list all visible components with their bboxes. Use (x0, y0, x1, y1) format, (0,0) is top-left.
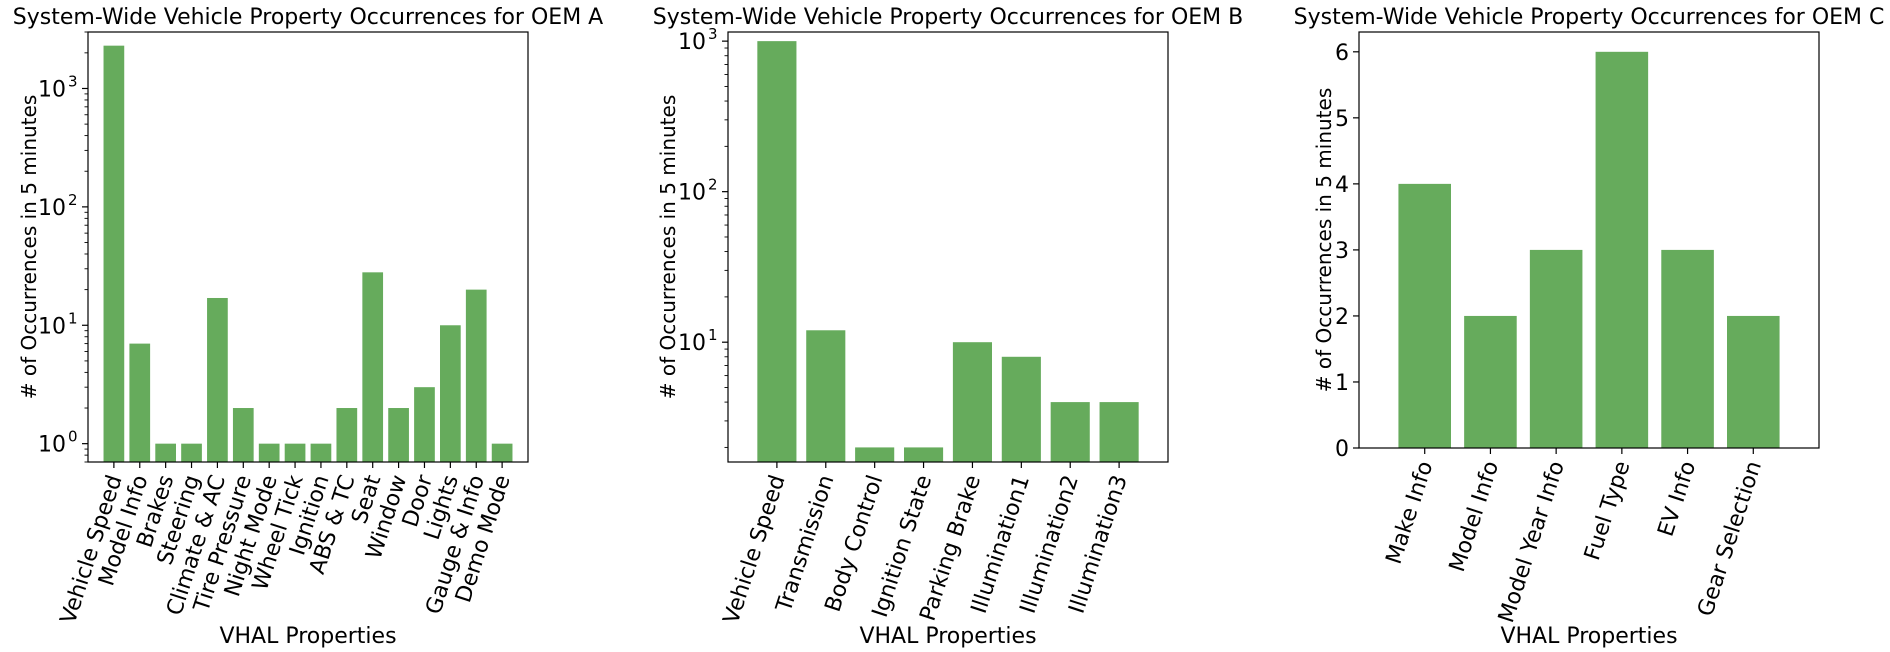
bar-model-info (129, 343, 151, 462)
chart-panel-2: System-Wide Vehicle Property Occurrences… (653, 5, 1243, 649)
x-tick-label: Model Year Info (1494, 458, 1570, 626)
bar-body-control (855, 447, 895, 462)
bar-ignition (310, 443, 332, 462)
bar-night-mode (258, 443, 280, 462)
chart-title: System-Wide Vehicle Property Occurrences… (13, 5, 603, 30)
bar-gauge-info (465, 289, 487, 462)
bar-illumination1 (1001, 356, 1041, 462)
bar-model-year-info (1529, 249, 1583, 448)
y-tick-label: 10 (38, 314, 66, 339)
y-tick-label: 0 (1335, 437, 1349, 462)
bar-ignition-state (904, 447, 944, 462)
y-tick-label: 5 (1335, 107, 1349, 132)
x-axis-label: VHAL Properties (1500, 624, 1677, 649)
y-tick-label: 10 (678, 331, 706, 356)
bar-vehicle-speed (757, 41, 797, 462)
y-axis-label: # of Occurrences in 5 minutes (656, 95, 680, 400)
bar-vehicle-speed (103, 45, 125, 462)
bar-ev-info (1661, 249, 1714, 448)
y-tick-exponent: 2 (68, 191, 78, 209)
bar-demo-mode (491, 443, 513, 462)
y-tick-exponent: 2 (708, 176, 718, 194)
bar-brakes (155, 443, 176, 462)
y-tick-exponent: 1 (708, 326, 718, 344)
y-axis-label: # of Occurrences in 5 minutes (17, 95, 41, 400)
bar-make-info (1398, 183, 1451, 448)
y-tick-exponent: 3 (68, 72, 78, 90)
x-axis-label: VHAL Properties (859, 624, 1036, 649)
y-tick-label: 1 (1335, 371, 1349, 396)
bar-parking-brake (952, 342, 992, 462)
plot-frame (87, 31, 529, 463)
bar-seat (362, 272, 384, 462)
bar-door (414, 387, 435, 462)
bar-transmission (806, 330, 846, 462)
bar-illumination2 (1050, 402, 1090, 462)
chart-panel-3: System-Wide Vehicle Property Occurrences… (1294, 5, 1885, 649)
chart-panel-1: System-Wide Vehicle Property Occurrences… (13, 5, 603, 649)
bar-lights (440, 325, 461, 462)
bar-model-info (1464, 315, 1517, 448)
y-tick-label: 10 (38, 196, 66, 221)
bar-tire-pressure (232, 408, 254, 462)
bar-wheel-tick (284, 443, 306, 462)
y-tick-label: 4 (1335, 173, 1349, 198)
bar-gear-selection (1727, 315, 1780, 448)
y-tick-exponent: 1 (68, 309, 78, 327)
plot-frame (1358, 31, 1820, 449)
x-tick-label: Fuel Type (1580, 458, 1635, 563)
bar-climate-ac (207, 297, 228, 462)
y-tick-label: 10 (678, 30, 706, 55)
bar-abs-tc (336, 408, 358, 462)
y-tick-exponent: 3 (708, 25, 718, 43)
y-tick-label: 10 (38, 77, 66, 102)
y-tick-label: 10 (38, 433, 66, 458)
y-tick-label: 3 (1335, 239, 1349, 264)
x-tick-label: EV Info (1654, 458, 1702, 540)
x-tick-label: Gear Selection (1693, 458, 1767, 619)
bar-steering (181, 443, 202, 462)
chart-title: System-Wide Vehicle Property Occurrences… (653, 5, 1243, 30)
x-tick-label: Model Info (1445, 458, 1504, 575)
x-tick-label: Make Info (1382, 458, 1439, 567)
y-tick-label: 2 (1335, 305, 1349, 330)
bar-window (388, 408, 409, 462)
bar-illumination3 (1099, 402, 1139, 462)
plot-frame (727, 31, 1169, 463)
y-tick-exponent: 0 (68, 428, 78, 446)
x-axis-label: VHAL Properties (219, 624, 396, 649)
y-tick-label: 6 (1335, 41, 1349, 66)
bar-fuel-type (1595, 51, 1649, 449)
y-axis-label: # of Occurrences in 5 minutes (1312, 88, 1336, 393)
y-tick-label: 10 (678, 181, 706, 206)
chart-title: System-Wide Vehicle Property Occurrences… (1294, 5, 1885, 30)
